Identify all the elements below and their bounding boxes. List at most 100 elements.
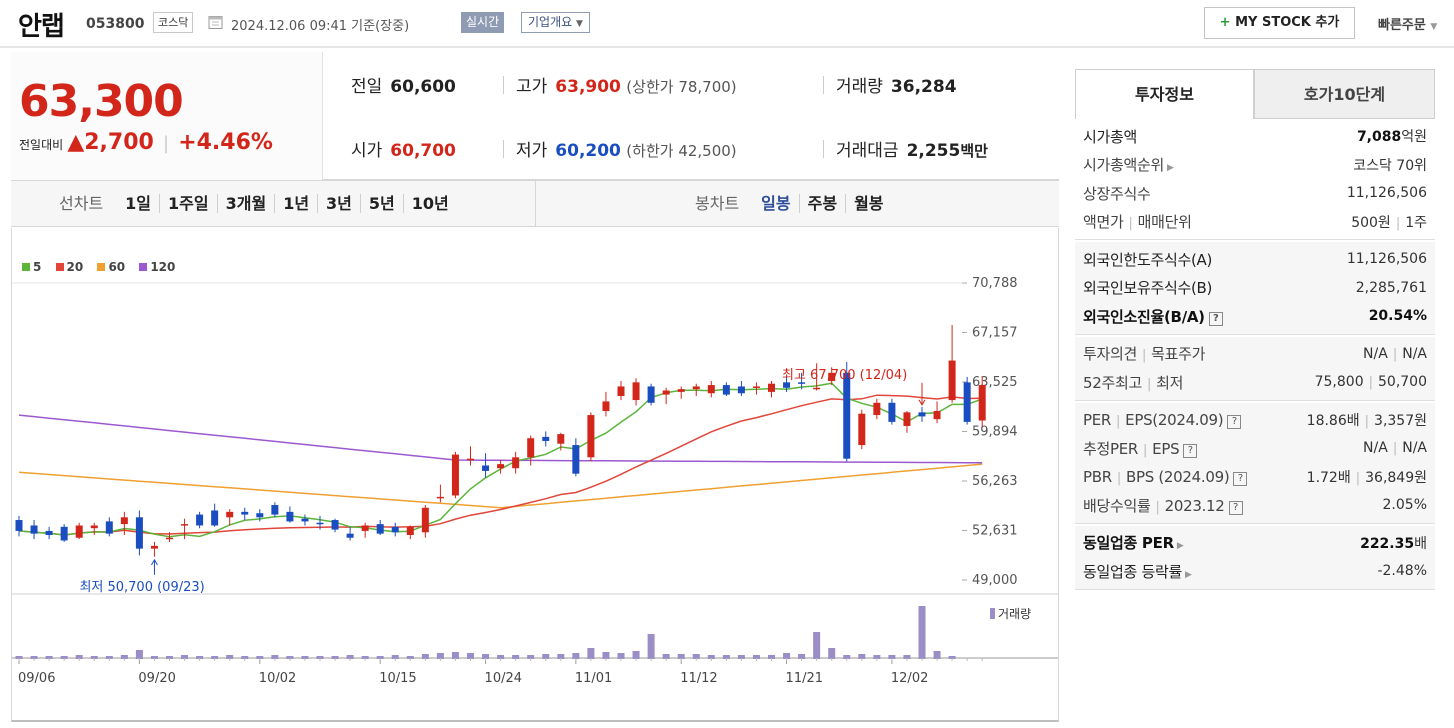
period-daily[interactable]: 일봉	[761, 194, 791, 213]
volume-bar	[918, 606, 926, 659]
volume-bar	[467, 653, 474, 659]
candle-body	[135, 517, 143, 549]
par-value: 500원	[1351, 214, 1391, 231]
volume-bar	[783, 653, 791, 659]
w52-low-value: 50,700	[1378, 374, 1427, 391]
volume-bar	[120, 655, 128, 659]
candle	[662, 387, 670, 405]
candle	[30, 520, 38, 540]
foreign-limit-row: 외국인한도주식수(A) 11,126,506	[1083, 245, 1427, 274]
rank-label: 시가총액순위	[1083, 156, 1165, 175]
candle-body	[798, 382, 806, 384]
tab-investment-info[interactable]: 투자정보	[1075, 69, 1254, 119]
period-10y[interactable]: 10년	[402, 194, 457, 213]
volume-bar	[241, 656, 249, 659]
company-overview-label: 기업개요	[528, 15, 573, 29]
volume-bar	[316, 656, 324, 659]
candle-chart-label: 봉차트	[695, 194, 740, 213]
volume-bar	[798, 654, 806, 659]
candle	[858, 409, 866, 450]
candle	[813, 363, 821, 391]
y-tick-label: 49,000	[972, 573, 1018, 588]
dividend-row: 배당수익률 | 2023.12? 2.05%	[1083, 496, 1427, 515]
market-cap-value: 7,088	[1356, 129, 1402, 146]
help-icon[interactable]: ?	[1208, 311, 1223, 326]
candle	[241, 507, 249, 521]
help-icon[interactable]: ?	[1233, 471, 1248, 486]
x-tick-label: 11/12	[680, 671, 717, 686]
open-price: 시가 60,700	[351, 136, 456, 161]
candle-chart-periods: 봉차트 일봉 주봉 월봉	[695, 181, 892, 226]
par-unit-row: 액면가 | 매매단위 500원 | 1주	[1083, 213, 1427, 232]
opinion-label: 투자의견	[1083, 345, 1138, 364]
x-tick-label: 12/02	[891, 671, 928, 686]
ind-per-value: 222.35	[1360, 535, 1415, 552]
my-stock-add-button[interactable]: + MY STOCK 추가	[1204, 7, 1355, 39]
volume-bar	[75, 655, 83, 659]
company-overview-dropdown[interactable]: 기업개요 ▼	[521, 12, 590, 33]
shares-value: 11,126,506	[1346, 185, 1427, 202]
triangle-right-icon: ▶	[1176, 541, 1184, 552]
candle-body	[286, 511, 294, 522]
period-1d[interactable]: 1일	[125, 194, 152, 213]
candle-body	[361, 525, 369, 531]
volume-bar	[752, 655, 760, 659]
period-5y[interactable]: 5년	[359, 194, 403, 213]
candle-body	[933, 410, 941, 420]
realtime-button[interactable]: 실시간	[461, 12, 505, 33]
candle-body	[90, 525, 98, 529]
market-cap-rank-row[interactable]: 시가총액순위 ▶ 코스닥 70위	[1083, 151, 1427, 180]
candle	[75, 522, 83, 540]
candle	[617, 380, 625, 401]
volume-bar	[150, 656, 158, 659]
upper-limit: (상한가 78,700)	[626, 78, 737, 96]
volume-bar	[722, 655, 730, 659]
period-3y[interactable]: 3년	[317, 194, 360, 213]
period-3m[interactable]: 3개월	[216, 194, 275, 213]
period-1w[interactable]: 1주일	[159, 194, 217, 213]
volume-bar	[301, 656, 309, 659]
candle	[271, 502, 279, 518]
help-icon[interactable]: ?	[1228, 500, 1243, 515]
period-1y[interactable]: 1년	[274, 194, 318, 213]
help-icon[interactable]: ?	[1183, 443, 1198, 458]
candle	[783, 376, 791, 392]
stock-chart[interactable]: 5 20 60 120 70,788 67,157 63,525 59,894 56,2…	[11, 228, 1059, 722]
candle-body	[677, 389, 685, 392]
period-weekly[interactable]: 주봉	[798, 194, 846, 213]
plus-icon: +	[1219, 15, 1231, 30]
period-monthly[interactable]: 월봉	[845, 194, 892, 213]
volume-bar	[617, 653, 625, 659]
legend-ma5: 5	[22, 260, 41, 274]
candle-body	[166, 537, 173, 540]
volume-bar	[60, 656, 68, 659]
candle	[978, 376, 986, 428]
candle-body	[331, 520, 339, 530]
day-high: 고가 63,900 (상한가 78,700)	[516, 72, 737, 97]
candle-body	[482, 465, 490, 471]
ma60-line	[18, 463, 983, 509]
change-label: 전일대비	[19, 138, 64, 152]
info-tabs: 투자정보 호가10단계	[1075, 69, 1435, 119]
swatch-ma20	[55, 263, 64, 271]
per-label: PER	[1083, 410, 1112, 429]
candle-body	[256, 513, 264, 518]
current-price-panel: 63,300 전일대비 ▲2,700 | +4.46%	[11, 52, 323, 180]
ind-rate-value: -2.48%	[1377, 563, 1427, 580]
div-value: 2.05%	[1382, 497, 1427, 514]
industry-rate-row[interactable]: 동일업종 등락률 ▶ -2.48%	[1083, 557, 1427, 586]
foreign-hold-label: 외국인보유주식수(B)	[1083, 279, 1213, 298]
y-tick-label: 70,788	[972, 276, 1018, 291]
volume-bar	[256, 656, 264, 659]
industry-per-row[interactable]: 동일업종 PER ▶ 222.35배	[1083, 529, 1427, 558]
volume-bar	[602, 652, 610, 659]
amount-value: 2,255	[906, 141, 961, 161]
candle-body	[436, 496, 444, 499]
help-icon[interactable]: ?	[1227, 414, 1242, 429]
volume-bar	[557, 654, 565, 659]
volume-bar	[286, 656, 294, 659]
est-per-row: 추정PER | EPS? N/A | N/A	[1083, 439, 1427, 458]
candle	[105, 517, 113, 537]
tab-orderbook[interactable]: 호가10단계	[1254, 69, 1435, 119]
quick-order-dropdown[interactable]: 빠른주문 ▼	[1378, 14, 1437, 33]
